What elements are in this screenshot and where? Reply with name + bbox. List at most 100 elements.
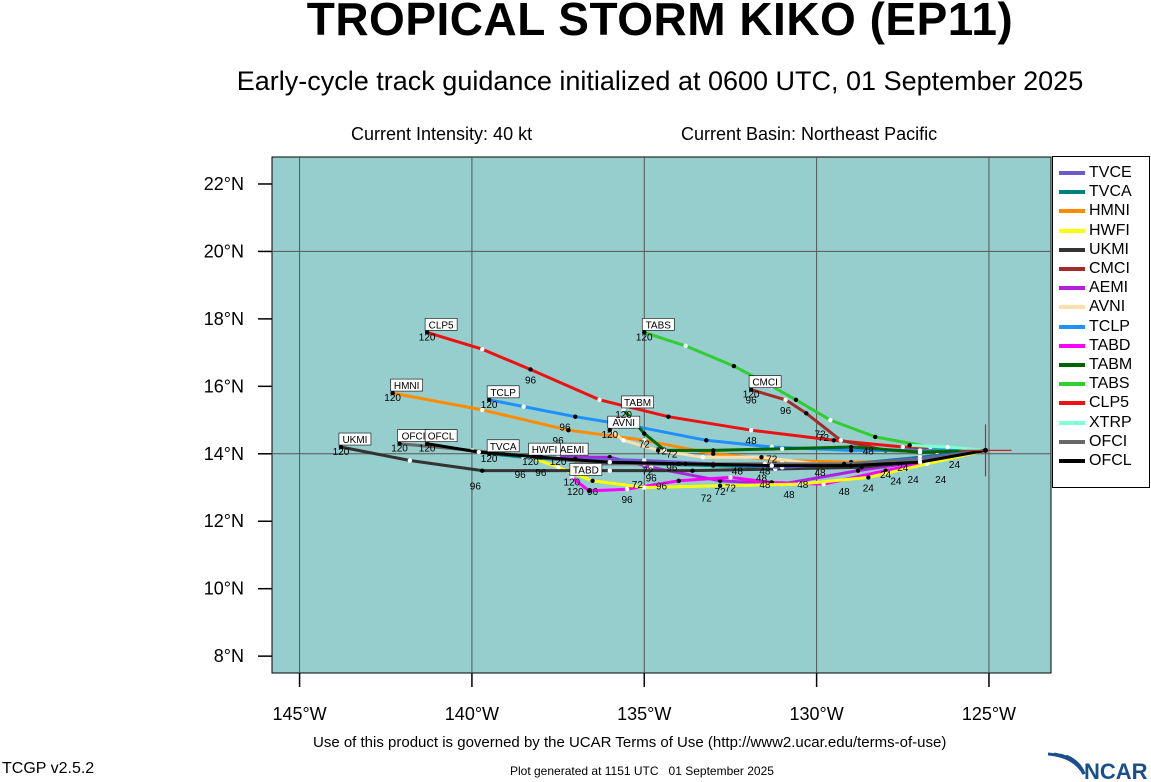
track-point — [642, 330, 647, 335]
legend-item-cmci: CMCI — [1059, 259, 1130, 279]
track-end-hour: 120 — [481, 400, 498, 411]
legend-label: TVCE — [1089, 164, 1132, 181]
track-point — [642, 438, 647, 443]
track-point — [769, 463, 775, 468]
legend-label: OFCL — [1089, 452, 1132, 469]
legend-item-avni: AVNI — [1059, 297, 1125, 317]
legend-item-tabd: TABD — [1059, 336, 1130, 356]
legend-label: TABM — [1089, 356, 1133, 373]
track-label-box — [338, 432, 372, 446]
forecast-hour-label: 96 — [515, 470, 527, 481]
forecast-hour-label: 96 — [587, 487, 599, 498]
track-point — [480, 347, 485, 352]
legend-item-xtrp: XTRP — [1059, 413, 1132, 433]
forecast-hour-label: 24 — [890, 477, 902, 488]
track-end-label: TCLP — [490, 388, 516, 399]
legend-swatch — [1059, 324, 1085, 329]
track-end-label: TVCA — [490, 442, 517, 453]
track-point — [338, 444, 344, 450]
track-point — [779, 446, 785, 451]
legend-swatch — [1059, 439, 1085, 444]
legend-label: CMCI — [1089, 260, 1130, 277]
track-point — [717, 483, 723, 489]
track-point — [731, 363, 737, 369]
track-end-label: HWFI — [532, 445, 558, 456]
legend-swatch — [1059, 171, 1085, 175]
track-point — [642, 431, 647, 436]
track-point — [624, 486, 630, 492]
track-end-hour: 120 — [615, 410, 632, 421]
track-point — [648, 465, 654, 470]
track-point — [924, 461, 930, 467]
lat-tick-label: 22°N — [204, 174, 244, 194]
track-point — [424, 441, 430, 446]
forecast-hour-label: 48 — [783, 490, 795, 501]
legend-item-hwfi: HWFI — [1059, 221, 1130, 241]
forecast-hour-label: 24 — [949, 460, 961, 471]
forecast-hour-label: 48 — [732, 467, 744, 478]
track-point — [390, 390, 395, 396]
legend-label: XTRP — [1089, 413, 1132, 431]
forecast-hour-label: 72 — [725, 483, 737, 494]
track-end-hour: 120 — [743, 390, 760, 401]
track-point — [555, 465, 561, 470]
lat-tick-label: 20°N — [204, 241, 244, 261]
lat-tick-label: 12°N — [204, 511, 244, 531]
track-point — [538, 454, 544, 460]
legend-item-tvce: TVCE — [1059, 163, 1132, 183]
legend-label: TABD — [1089, 336, 1131, 354]
track-point — [521, 404, 526, 409]
chart-title: TROPICAL STORM KIKO (EP11) — [306, 0, 1014, 45]
forecast-hour-label: 48 — [756, 473, 768, 484]
track-point — [607, 468, 612, 473]
lat-tick-label: 18°N — [204, 309, 244, 329]
track-point — [848, 448, 854, 453]
legend-label: AEMI — [1089, 279, 1129, 297]
track-point — [642, 485, 647, 490]
track-point — [700, 454, 706, 460]
ncar-logo: NCAR — [1047, 752, 1148, 782]
track-point — [855, 468, 861, 473]
forecast-hour-label: 48 — [814, 468, 826, 479]
track-point — [907, 443, 912, 448]
legend-swatch — [1059, 228, 1085, 233]
track-point — [711, 451, 716, 456]
track-point — [662, 448, 668, 453]
track-tabd — [570, 448, 986, 493]
legend-item-ofcl: OFCL — [1059, 451, 1132, 471]
legend-label: TVCA — [1089, 183, 1132, 201]
legend-label: TABS — [1089, 375, 1130, 393]
forecast-hour-label: 48 — [759, 480, 771, 491]
forecast-hour-label: 72 — [632, 480, 644, 491]
forecast-hour-label: 96 — [525, 375, 537, 386]
forecast-hour-label: 72 — [666, 450, 678, 461]
track-end-hour: 120 — [522, 457, 539, 468]
track-end-label: AEMI — [560, 445, 584, 456]
track-end-label: TABD — [573, 465, 599, 476]
legend: TVCE TVCA HMNI HWFI UKMI CMCI AEMI AVNI TCLP TABD… — [1052, 156, 1150, 488]
forecast-hour-label: 48 — [759, 467, 771, 478]
forecast-hour-label: 72 — [656, 446, 668, 457]
legend-item-ofci: OFCI — [1059, 432, 1127, 452]
current-basin: Current Basin: Northeast Pacific — [681, 124, 938, 144]
forecast-hour-label: 96 — [470, 482, 482, 493]
legend-swatch — [1059, 382, 1085, 387]
legend-swatch — [1059, 401, 1085, 406]
track-point — [793, 397, 799, 403]
generated-time: Plot generated at 1151 UTC 01 September … — [510, 764, 774, 778]
track-point — [838, 438, 843, 443]
track-end-label: CLP5 — [429, 320, 454, 331]
track-point — [621, 438, 626, 443]
forecast-hour-label: 96 — [553, 436, 565, 447]
track-label-box — [528, 442, 561, 456]
track-end-label: OFCL — [428, 432, 455, 443]
legend-item-tvca: TVCA — [1059, 182, 1132, 202]
track-label-box — [424, 429, 458, 442]
legend-swatch — [1059, 190, 1085, 195]
track-point — [945, 444, 950, 450]
track-point — [797, 481, 802, 487]
forecast-hour-label: 72 — [642, 467, 654, 478]
track-label-box — [748, 375, 782, 389]
forecast-hour-label: 48 — [746, 436, 758, 447]
track-end-hour: 120 — [564, 477, 581, 488]
